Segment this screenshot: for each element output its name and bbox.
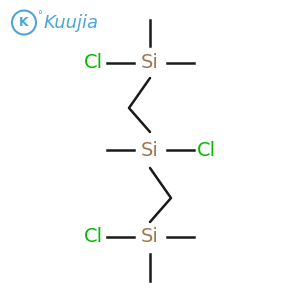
Text: Cl: Cl (196, 140, 216, 160)
Text: Kuujia: Kuujia (44, 14, 98, 32)
Text: °: ° (38, 10, 42, 20)
Text: Si: Si (141, 140, 159, 160)
Text: Cl: Cl (84, 227, 104, 247)
Text: K: K (19, 16, 29, 29)
Text: Si: Si (141, 53, 159, 73)
Text: Cl: Cl (84, 53, 104, 73)
Text: Si: Si (141, 227, 159, 247)
